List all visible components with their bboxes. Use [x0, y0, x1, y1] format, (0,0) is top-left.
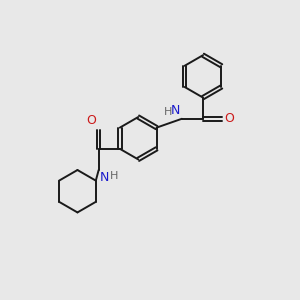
Text: N: N — [171, 104, 180, 117]
Text: H: H — [110, 172, 118, 182]
Text: N: N — [100, 172, 110, 184]
Text: H: H — [164, 107, 172, 117]
Text: O: O — [224, 112, 234, 125]
Text: O: O — [86, 114, 96, 127]
